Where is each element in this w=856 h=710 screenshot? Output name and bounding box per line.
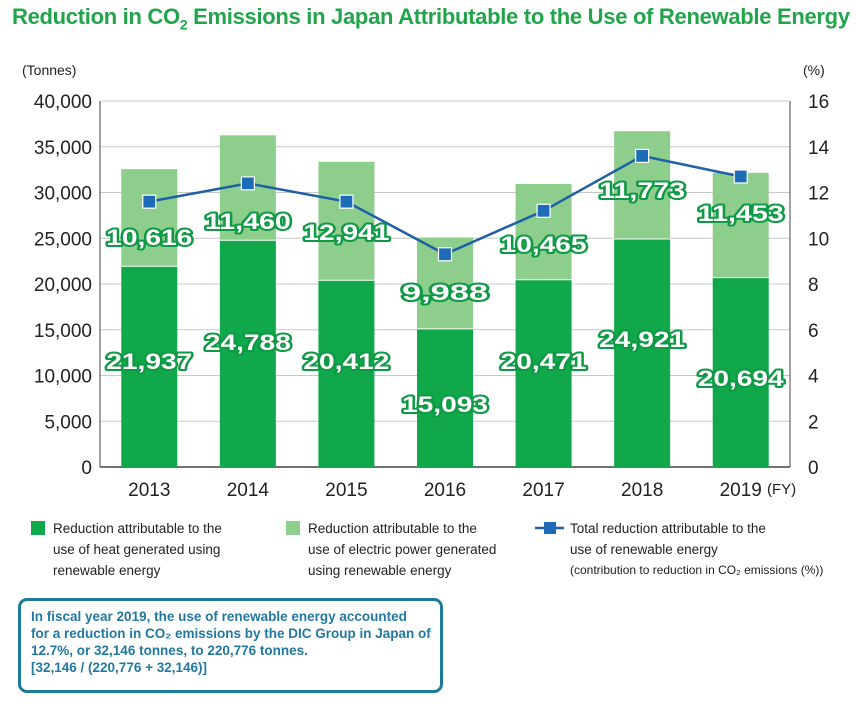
note-line: for a reduction in CO₂ emissions by the … [31, 626, 431, 641]
y-tick-label: 30,000 [34, 184, 92, 205]
title-main: Reduction in CO [12, 4, 180, 29]
line-marker [733, 169, 748, 184]
y-tick-label: 5,000 [44, 412, 92, 433]
line-marker [437, 247, 453, 262]
x-tick-label: 2016 [424, 480, 466, 501]
data-label-heat: 21,937 [106, 349, 192, 374]
legend-label-heat: Reduction attributable to the [53, 521, 222, 536]
legend-label-electric: use of electric power generated [308, 542, 496, 557]
data-label-heat: 24,921 [599, 327, 685, 352]
legend-label-heat: renewable energy [53, 563, 161, 578]
y-tick-label: 15,000 [34, 321, 92, 342]
note-line: [32,146 / (220,776 + 32,146)] [31, 660, 208, 675]
bar-heat [219, 240, 276, 467]
legend-swatch-electric [286, 521, 300, 535]
y2-axis-unit: (%) [803, 62, 825, 78]
x-axis-unit: (FY) [767, 481, 796, 498]
bar-electric [712, 172, 769, 278]
legend-label-electric: Reduction attributable to the [308, 521, 477, 536]
note-line: In fiscal year 2019, the use of renewabl… [31, 609, 407, 624]
data-label-heat: 15,093 [402, 392, 488, 417]
x-tick-label: 2015 [325, 480, 367, 501]
data-label-electric: 11,453 [698, 201, 784, 226]
legend-label-heat: use of heat generated using [53, 542, 220, 557]
data-label-heat: 20,412 [303, 349, 389, 374]
x-tick-label: 2013 [128, 480, 170, 501]
y-tick-label: 25,000 [34, 229, 92, 250]
title-rest: Emissions in Japan Attributable to the U… [187, 4, 850, 29]
line-marker [142, 194, 157, 209]
bar-heat [515, 279, 572, 467]
x-tick-label: 2014 [227, 480, 270, 501]
bar-heat [614, 238, 671, 467]
y2-tick-label: 10 [808, 229, 829, 250]
bar-heat [417, 328, 473, 467]
data-label-electric: 10,616 [106, 225, 192, 250]
note-box: In fiscal year 2019, the use of renewabl… [18, 598, 443, 693]
y-tick-label: 35,000 [34, 138, 92, 159]
y2-tick-label: 12 [808, 184, 829, 205]
data-label-heat: 20,471 [501, 349, 587, 374]
y2-tick-label: 2 [808, 412, 819, 433]
y-tick-label: 40,000 [34, 92, 92, 113]
legend-label-line: Total reduction attributable to the [570, 521, 766, 536]
legend-label-line: use of renewable energy [570, 542, 718, 557]
line-marker [635, 148, 650, 163]
y-tick-label: 10,000 [34, 367, 92, 388]
y-tick-label: 20,000 [34, 275, 92, 296]
y-tick-label: 0 [81, 458, 92, 479]
legend-label-line-note: (contribution to reduction in CO₂ emissi… [570, 563, 823, 577]
title-subscript: 2 [179, 16, 188, 33]
data-label-electric: 10,465 [501, 232, 587, 257]
y2-tick-label: 4 [808, 367, 819, 388]
x-tick-label: 2019 [720, 480, 762, 501]
bar-electric [318, 161, 375, 281]
note-line: 12.7%, or 32,146 tonnes, to 220,776 tonn… [31, 643, 308, 658]
line-marker [240, 176, 255, 191]
legend-swatch-marker [544, 522, 556, 534]
x-tick-label: 2017 [522, 480, 564, 501]
legend-label-electric: using renewable energy [308, 563, 452, 578]
bar-heat [712, 277, 769, 467]
data-label-heat: 20,694 [698, 366, 785, 391]
legend-swatch-heat [31, 521, 45, 535]
page-title: Reduction in CO2 Emissions in Japan Attr… [12, 4, 850, 32]
y2-tick-label: 8 [808, 275, 819, 296]
bar-electric [121, 169, 178, 267]
line-marker [536, 203, 551, 218]
data-label-heat: 24,788 [205, 330, 291, 355]
x-tick-label: 2018 [621, 480, 663, 501]
bar-heat [121, 266, 178, 467]
chart: 0 5,000 10,000 15,000 20,000 25,000 30,000 35,0… [22, 62, 830, 578]
data-label-electric: 9,988 [402, 280, 488, 305]
data-label-electric: 11,773 [599, 178, 685, 203]
y2-tick-label: 0 [808, 458, 819, 479]
y2-tick-label: 16 [808, 92, 829, 113]
line-marker [339, 194, 354, 209]
y2-tick-label: 14 [808, 138, 830, 159]
data-label-electric: 11,460 [205, 209, 291, 234]
y2-tick-label: 6 [808, 321, 819, 342]
bar-heat [318, 280, 375, 467]
y-axis-unit: (Tonnes) [22, 62, 76, 78]
data-label-electric: 12,941 [303, 220, 389, 245]
